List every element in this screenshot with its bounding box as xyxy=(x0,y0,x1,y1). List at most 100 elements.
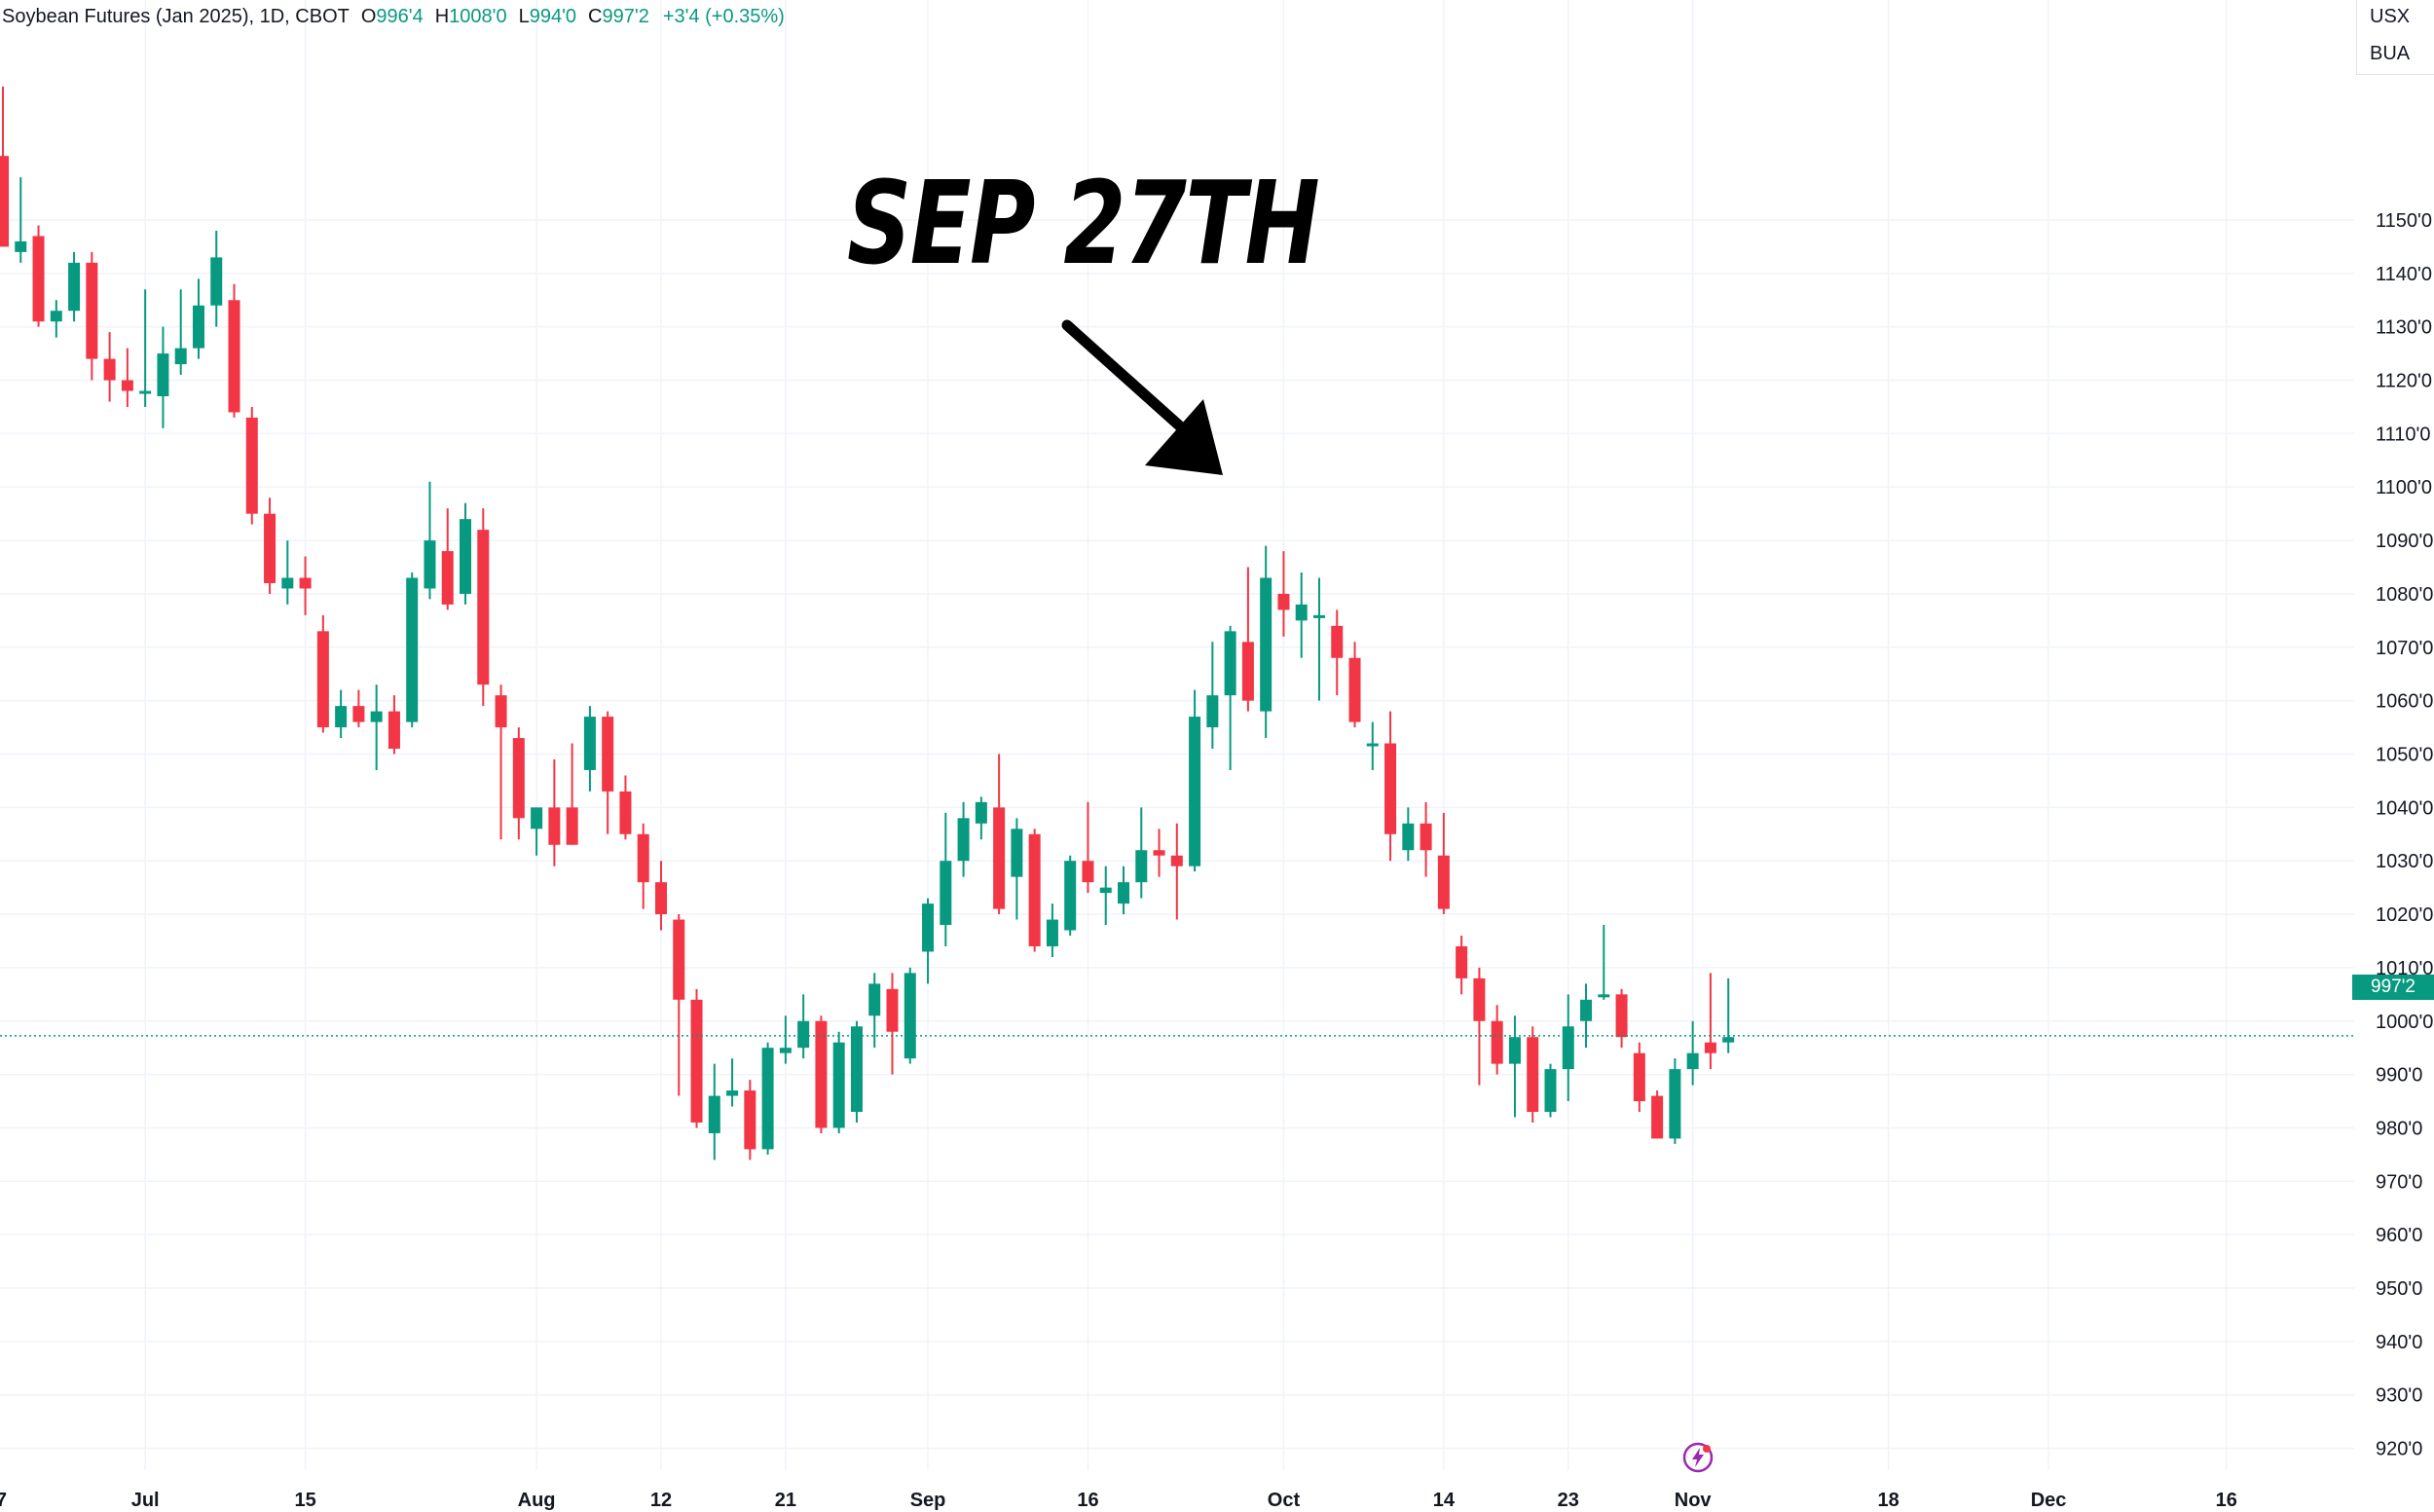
candle-body xyxy=(1153,850,1165,856)
candle-body xyxy=(352,706,365,722)
candle-body xyxy=(922,904,935,952)
candle-body xyxy=(245,417,258,514)
axis-unit-panel[interactable] xyxy=(2356,0,2434,75)
candle-body xyxy=(531,807,543,830)
candle-body xyxy=(602,717,614,792)
y-tick-label: 930'0 xyxy=(2376,1385,2422,1407)
candle-body xyxy=(1384,743,1397,834)
y-tick-label: 1030'0 xyxy=(2376,851,2433,872)
candle-body xyxy=(370,711,383,722)
candle-body xyxy=(1064,861,1077,931)
x-tick-label: 18 xyxy=(1877,1490,1899,1511)
y-tick-label: 1070'0 xyxy=(2376,638,2433,659)
candle-body xyxy=(761,1048,774,1150)
candle-body xyxy=(1366,743,1379,747)
candle-body xyxy=(779,1048,792,1053)
x-tick-label: Dec xyxy=(2031,1490,2067,1511)
high-value: 1008'0 xyxy=(449,6,507,27)
candle-body xyxy=(86,262,98,359)
open-label: O xyxy=(360,6,377,27)
y-tick-label: 1080'0 xyxy=(2376,584,2433,606)
candle-body xyxy=(1508,1037,1521,1064)
y-tick-label: 1020'0 xyxy=(2376,904,2433,926)
y-tick-label: 1120'0 xyxy=(2376,371,2432,392)
close-value: 997'2 xyxy=(602,6,649,27)
low-label: L xyxy=(518,6,530,27)
x-tick-label: 14 xyxy=(1433,1490,1456,1511)
annotation-text: SEP 27TH xyxy=(847,156,1320,290)
candle-body xyxy=(1082,861,1094,883)
candle-body xyxy=(1580,999,1593,1021)
y-tick-label: 1040'0 xyxy=(2376,797,2433,819)
candle-body xyxy=(993,807,1006,909)
candle-body xyxy=(1241,642,1254,701)
annotation-arrow xyxy=(1061,319,1223,475)
candle-body xyxy=(637,833,649,883)
candle-body xyxy=(1651,1095,1664,1139)
candle-body xyxy=(1099,887,1112,894)
change-value: +3'4 (+0.35%) xyxy=(662,6,785,27)
candle-body xyxy=(281,577,294,589)
candle-body xyxy=(1633,1052,1645,1102)
x-tick-label: Nov xyxy=(1675,1490,1713,1511)
candle-body xyxy=(424,540,436,589)
y-tick-label: 1150'0 xyxy=(2376,210,2432,232)
x-tick-label: 15 xyxy=(294,1490,315,1511)
lightning-bolt-icon[interactable] xyxy=(1681,1441,1715,1474)
x-tick-label: 16 xyxy=(1077,1490,1098,1511)
candle-body xyxy=(1312,614,1325,618)
y-tick-label: 1010'0 xyxy=(2376,958,2433,979)
currency-unit[interactable]: USX xyxy=(2370,6,2411,27)
candle-body xyxy=(174,348,187,365)
chart-legend: Soybean Futures (Jan 2025), 1D, CBOT O 99… xyxy=(2,6,785,28)
candle-body xyxy=(299,577,312,589)
candle-body xyxy=(566,807,578,845)
candle-body xyxy=(139,390,152,394)
y-tick-label: 1090'0 xyxy=(2376,531,2433,552)
y-tick-label: 990'0 xyxy=(2376,1065,2422,1087)
x-tick-label: Sep xyxy=(910,1490,946,1511)
candle-body xyxy=(1135,850,1148,883)
y-tick-label: 1000'0 xyxy=(2376,1012,2433,1033)
candle-body xyxy=(1437,855,1450,909)
candle-body xyxy=(1295,604,1308,621)
candle-body xyxy=(797,1020,810,1049)
y-tick-label: 1140'0 xyxy=(2376,264,2432,285)
candle-body xyxy=(1028,833,1041,946)
candle-body xyxy=(495,695,507,728)
candle-body xyxy=(264,513,277,583)
candle-body xyxy=(1491,1020,1503,1064)
candle-body xyxy=(1118,882,1130,904)
y-tick-label: 1100'0 xyxy=(2376,477,2432,498)
candle-body xyxy=(121,380,133,391)
candle-body xyxy=(868,983,881,1016)
candle-body xyxy=(1277,593,1290,610)
measure-unit[interactable]: BUA xyxy=(2370,43,2411,64)
current-price-label: 997'2 xyxy=(2352,975,2434,1000)
candle-body xyxy=(1544,1069,1557,1113)
candle-body xyxy=(1527,1037,1539,1113)
y-tick-label: 1130'0 xyxy=(2376,317,2432,339)
candle-body xyxy=(316,631,329,728)
candle-body xyxy=(850,1026,863,1113)
low-value: 994'0 xyxy=(529,6,577,27)
candle-body xyxy=(1189,717,1201,867)
symbol-title[interactable]: Soybean Futures (Jan 2025), 1D, CBOT xyxy=(2,6,350,27)
candle-body xyxy=(15,240,27,252)
candle-body xyxy=(904,973,916,1059)
candle-body xyxy=(477,530,490,685)
candle-body xyxy=(1206,695,1219,728)
x-tick-label: 12 xyxy=(650,1490,672,1511)
x-tick-label: Jul xyxy=(131,1490,160,1511)
candle-body xyxy=(744,1090,756,1150)
y-tick-label: 960'0 xyxy=(2376,1225,2422,1246)
candle-body xyxy=(1669,1069,1681,1139)
candle-body xyxy=(957,818,970,862)
x-tick-label: 27 xyxy=(0,1490,7,1511)
y-tick-label: 1050'0 xyxy=(2376,745,2433,766)
y-tick-label: 1110'0 xyxy=(2376,424,2430,445)
x-tick-label: 16 xyxy=(2216,1490,2237,1511)
y-tick-label: 920'0 xyxy=(2376,1439,2422,1460)
candle-body xyxy=(387,711,400,750)
